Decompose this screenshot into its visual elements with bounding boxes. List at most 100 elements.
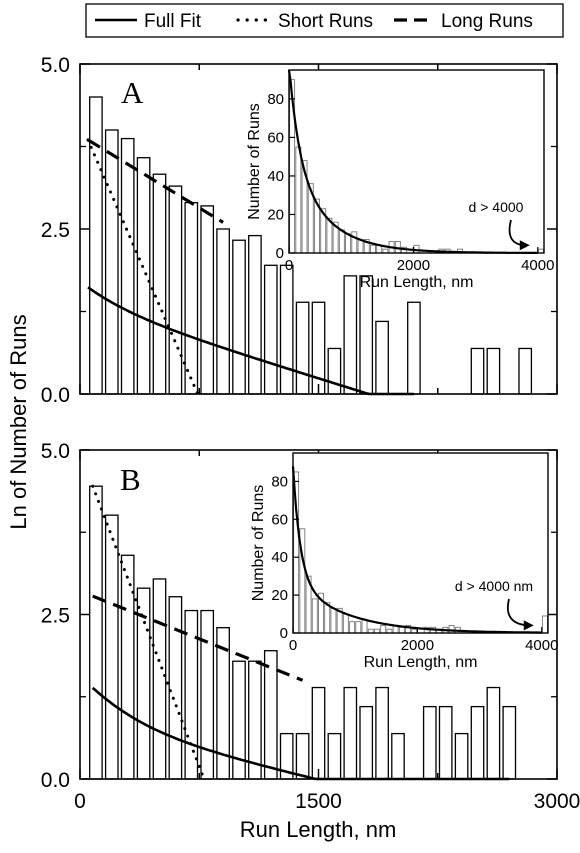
panel-b-inset-bar-40 xyxy=(541,615,548,634)
panel-b-bar-24 xyxy=(486,686,501,780)
panel-b-bar-2 xyxy=(120,554,135,780)
legend-label-full-fit: Full Fit xyxy=(144,11,202,32)
panel-a-bar-17 xyxy=(359,275,374,395)
panel-a-ticks: 0.0 2.5 5.0 xyxy=(41,54,558,407)
panel-b-inset-ylabel: Number of Runs xyxy=(250,485,267,602)
panel-a-series-solid xyxy=(87,286,414,396)
panel-a-inset-frame xyxy=(288,69,545,254)
panel-b-inset-arrowhead xyxy=(523,620,534,631)
panel-b-bar-4 xyxy=(152,578,167,780)
panel-a-series-dotted xyxy=(86,138,200,396)
panel-b-bar-22 xyxy=(454,732,469,780)
panel-b-inset-bar-5 xyxy=(324,602,331,634)
panel-a-bar-20 xyxy=(470,347,485,395)
panel-b-inset: 0 2000 4000 0 20 40 60 80 Run Length, nm Number o… xyxy=(250,452,558,671)
panel-a-inset-bar-13 xyxy=(370,244,376,254)
panel-a-inset-ylabel: Number of Runs xyxy=(246,103,263,220)
panel-b-inset-ytick-label-4: 80 xyxy=(271,473,288,490)
panel-a-inset-xtick-label-2: 4000 xyxy=(521,257,554,274)
panel-b-inset-xlabel: Run Length, nm xyxy=(364,654,478,671)
panel-a-inset-arrowhead xyxy=(519,240,530,251)
panel-b-xtick-label-0: 0 xyxy=(74,790,86,813)
panel-a-inset-xtick-label-0: 0 xyxy=(285,257,293,274)
panel-b-inset-bar-8 xyxy=(342,613,349,634)
panel-a-inset-ytick-label-1: 20 xyxy=(267,206,284,223)
panel-b-inset-ytick-label-2: 40 xyxy=(271,549,288,566)
panel-a-inset-bar-1 xyxy=(295,146,302,254)
legend-box xyxy=(85,3,564,38)
panel-b-inset-bar-3 xyxy=(311,598,318,634)
panel-b-inset-bar-9 xyxy=(349,621,356,634)
panel-b-inset-ytick-label-0: 0 xyxy=(280,625,288,642)
panel-b-inset-xtick-label-1: 2000 xyxy=(401,637,434,654)
panel-b-bar-20 xyxy=(422,705,437,780)
panel-a-inset-ytick-label-2: 40 xyxy=(267,168,284,185)
panel-a-bar-1 xyxy=(104,129,119,395)
panel-a-bar-13 xyxy=(295,301,310,395)
panel-a-bar-19 xyxy=(407,301,421,395)
panel-b-bar-5 xyxy=(168,596,183,780)
panel-b-inset-bar-25 xyxy=(448,624,455,634)
panel-a-bar-11 xyxy=(263,264,278,395)
panel-b-ytick-label-0: 0.0 xyxy=(41,769,70,792)
panel-b-ticks: 0 1500 3000 0.0 2.5 5.0 xyxy=(41,440,580,813)
panel-b-inset-xtick-label-0: 0 xyxy=(289,637,297,654)
panel-b-inset-bar-10 xyxy=(355,621,362,634)
panel-a-bar-5 xyxy=(168,185,183,395)
panel-a: 0.0 2.5 5.0 A 0 2000 4000 0 20 40 60 80 Run Length… xyxy=(41,54,558,407)
panel-b-inset-bar-6 xyxy=(330,607,337,634)
panel-b-inset-ytick-label-1: 20 xyxy=(271,587,288,604)
legend-label-short-runs: Short Runs xyxy=(278,11,373,32)
panel-a-ytick-label-0: 0.0 xyxy=(41,384,70,407)
panel-b: 0 1500 3000 0.0 2.5 5.0 B 0 2000 4000 0 20 40 60 80 R… xyxy=(41,440,580,813)
panel-b-inset-annotation: d > 4000 nm xyxy=(455,578,533,594)
panel-b-bar-19 xyxy=(391,732,405,780)
panel-a-inset-ytick-label-4: 80 xyxy=(267,91,284,108)
panel-a-letter: A xyxy=(121,75,144,110)
panel-b-ytick-label-1: 2.5 xyxy=(41,605,70,628)
panel-a-inset-annotation: d > 4000 xyxy=(469,199,524,215)
panel-a-bar-4 xyxy=(152,173,167,395)
panel-a-curves xyxy=(86,138,414,396)
panel-a-inset: 0 2000 4000 0 20 40 60 80 Run Length, nm Number o… xyxy=(246,69,554,291)
panel-a-bar-12 xyxy=(279,264,294,395)
panel-b-xtick-label-2: 3000 xyxy=(534,790,580,813)
panel-b-ytick-label-2: 5.0 xyxy=(41,440,70,463)
panel-a-inset-ytick-label-0: 0 xyxy=(276,245,284,262)
panel-a-inset-bar-9 xyxy=(345,233,352,254)
panel-b-inset-ytick-label-3: 60 xyxy=(271,511,288,528)
panel-a-ytick-label-2: 5.0 xyxy=(41,54,70,77)
panel-b-inset-bg xyxy=(293,453,548,633)
panel-b-bar-14 xyxy=(311,686,326,780)
panel-a-inset-xlabel: Run Length, nm xyxy=(360,274,474,291)
panel-a-bar-21 xyxy=(486,347,501,395)
panel-b-bar-23 xyxy=(470,705,485,780)
y-axis-label: Ln of Number of Runs xyxy=(6,314,31,529)
panel-b-bar-0 xyxy=(89,485,103,780)
panel-b-series-dashed xyxy=(92,594,304,682)
panel-b-inset-bar-11 xyxy=(361,619,368,634)
panel-a-inset-ytick-label-3: 60 xyxy=(267,129,284,146)
panel-a-bar-22 xyxy=(518,347,533,395)
panel-b-xtick-label-1: 1500 xyxy=(295,790,342,813)
panel-a-inset-xtick-label-1: 2000 xyxy=(397,257,430,274)
panel-b-bar-1 xyxy=(104,514,119,780)
legend-label-long-runs: Long Runs xyxy=(441,11,533,32)
panel-a-bar-18 xyxy=(375,320,389,395)
legend: Full Fit Short Runs Long Runs xyxy=(85,3,564,38)
panel-b-bar-15 xyxy=(327,732,342,780)
panel-a-inset-bar-10 xyxy=(351,231,358,254)
panel-a-bar-8 xyxy=(216,228,230,395)
panel-a-inset-bar-8 xyxy=(338,229,345,254)
panel-a-bar-6 xyxy=(184,201,199,395)
panel-a-bar-15 xyxy=(327,347,342,395)
panel-a-series-dashed xyxy=(87,138,224,224)
panel-a-bar-10 xyxy=(248,234,262,395)
panel-b-inset-bar-14 xyxy=(380,624,387,634)
panel-b-inset-bar-17 xyxy=(398,626,405,634)
panel-b-bar-16 xyxy=(343,686,358,780)
panel-a-bar-2 xyxy=(120,137,135,395)
panel-b-bar-21 xyxy=(438,705,453,780)
panel-b-inset-frame xyxy=(292,452,549,634)
